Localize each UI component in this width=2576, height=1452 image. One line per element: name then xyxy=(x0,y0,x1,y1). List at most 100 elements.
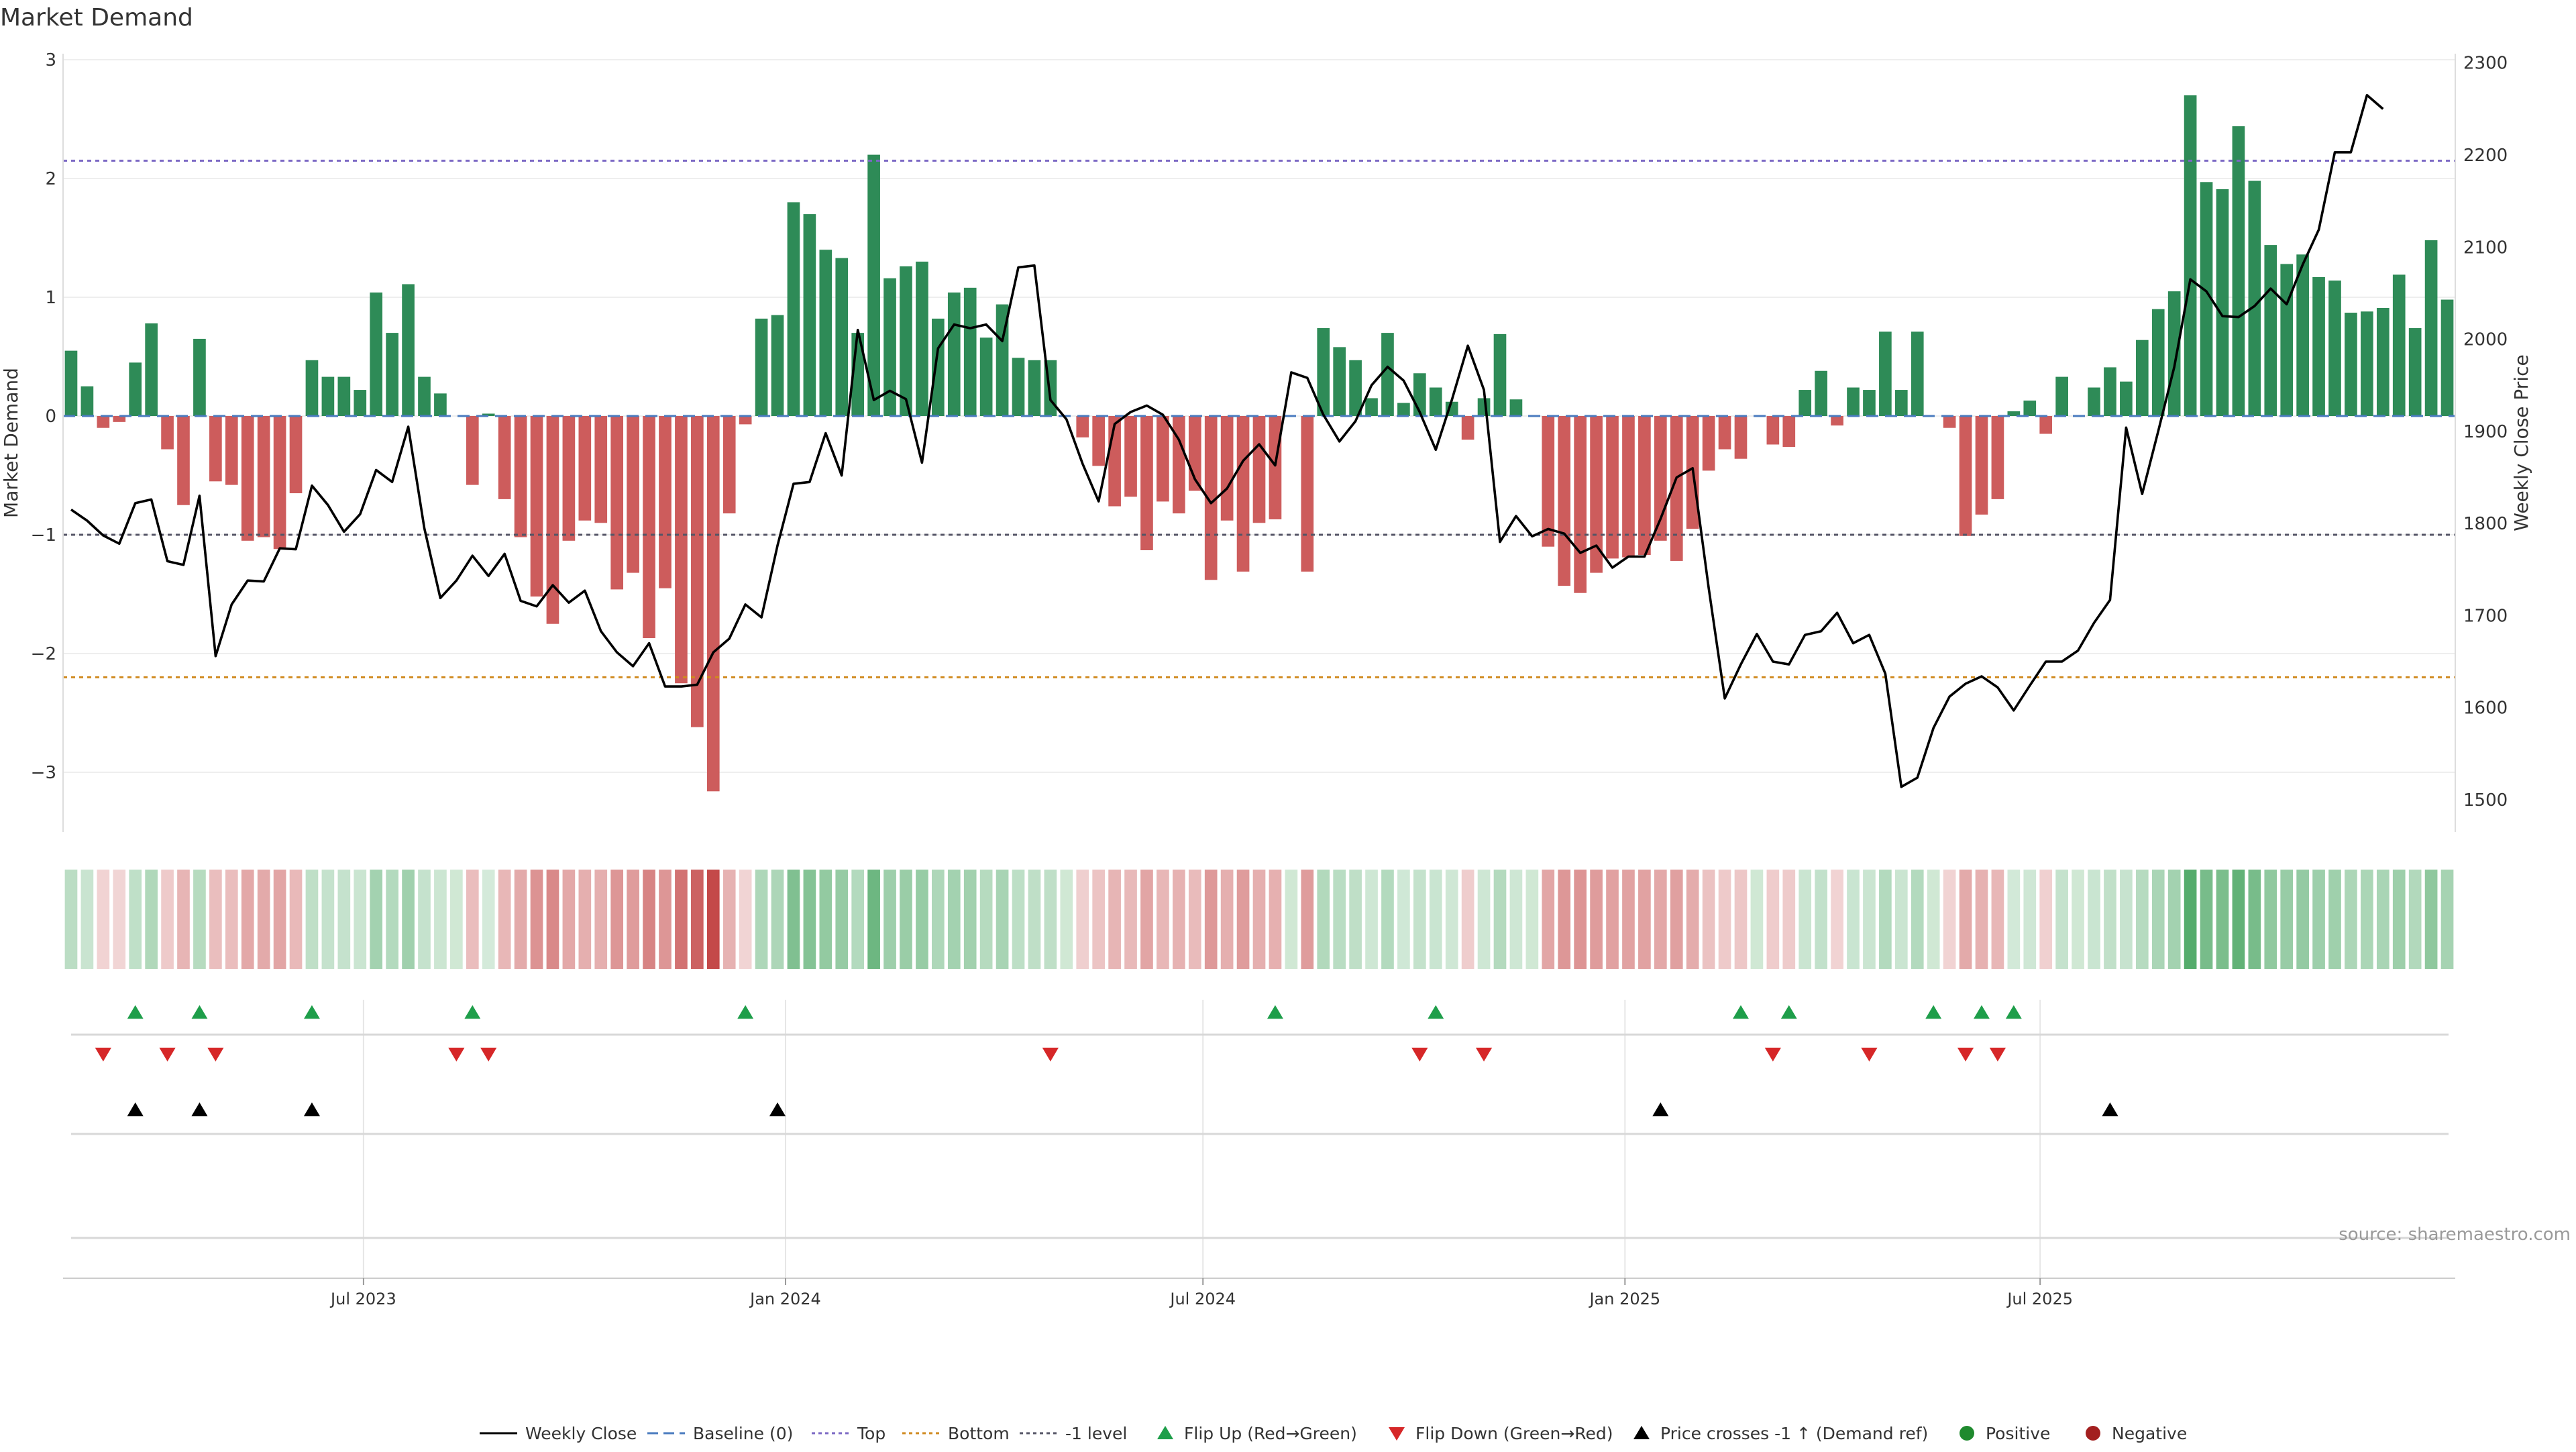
price-cross-marker xyxy=(2102,1102,2118,1117)
heat-cell xyxy=(1509,870,1523,969)
heat-cell xyxy=(851,870,865,969)
positive-bar xyxy=(1333,347,1346,416)
positive-bar xyxy=(2120,381,2133,416)
flip-down-marker xyxy=(1042,1047,1059,1061)
legend-label: Negative xyxy=(2112,1424,2187,1443)
negative-bar xyxy=(1702,416,1715,471)
negative-bar xyxy=(1220,416,1234,521)
legend-swatch xyxy=(1960,1426,1974,1441)
heat-cell xyxy=(1301,870,1314,969)
heat-cell xyxy=(289,870,303,969)
positive-bar xyxy=(2345,313,2357,416)
price-cross-marker xyxy=(1652,1102,1669,1117)
heat-cell xyxy=(2120,870,2133,969)
negative-bar xyxy=(1959,416,1972,536)
positive-bar xyxy=(1799,390,1812,416)
heat-cell xyxy=(370,870,383,969)
heat-cell xyxy=(1638,870,1651,969)
legend-label: Flip Up (Red→Green) xyxy=(1184,1424,1357,1443)
heat-cell xyxy=(1445,870,1458,969)
negative-bar xyxy=(530,416,543,597)
flip-down-marker xyxy=(1989,1047,2006,1061)
positive-bar xyxy=(1397,403,1410,416)
negative-bar xyxy=(209,416,222,482)
positive-bar xyxy=(2392,274,2406,416)
flip-down-marker xyxy=(159,1047,176,1061)
heat-cell xyxy=(1815,870,1827,969)
heat-cell xyxy=(1894,870,1908,969)
heat-cell xyxy=(1477,870,1491,969)
heat-cell xyxy=(1012,870,1025,969)
flip-up-marker xyxy=(1780,1005,1797,1019)
negative-bar xyxy=(1252,416,1266,523)
heat-cell xyxy=(1204,870,1218,969)
y-tick-label-left: 3 xyxy=(45,50,56,70)
positive-bar xyxy=(2408,328,2422,416)
positive-bar xyxy=(2361,311,2373,416)
grid-layer xyxy=(63,59,2455,1278)
heat-cell xyxy=(2328,870,2341,969)
negative-bar xyxy=(1991,416,2004,499)
negative-bar xyxy=(1975,416,1988,515)
heat-cell xyxy=(2184,870,2197,969)
heat-cell xyxy=(2039,870,2053,969)
x-tick-label: Jan 2024 xyxy=(749,1290,821,1308)
negative-bar xyxy=(1269,416,1282,519)
negative-bar xyxy=(1173,416,1185,514)
heat-cell xyxy=(675,870,688,969)
positive-bar xyxy=(916,261,928,416)
heat-cell xyxy=(1670,870,1683,969)
y-tick-label-right: 2300 xyxy=(2463,54,2508,74)
heat-cell xyxy=(755,870,768,969)
flip-down-marker xyxy=(448,1047,465,1061)
heat-cell xyxy=(2312,870,2325,969)
heat-cell xyxy=(1863,870,1876,969)
heat-cell xyxy=(113,870,126,969)
negative-bar xyxy=(97,416,110,428)
heat-cell xyxy=(2151,870,2165,969)
heat-cell xyxy=(1879,870,1892,969)
flip-up-marker xyxy=(2005,1005,2022,1019)
heat-cell xyxy=(402,870,415,969)
positive-bar xyxy=(370,292,383,416)
positive-bar xyxy=(2104,367,2116,416)
negative-bar xyxy=(1670,416,1683,561)
heat-cell xyxy=(803,870,816,969)
heat-cell xyxy=(241,870,254,969)
heat-cell xyxy=(932,870,945,969)
legend-label: Price crosses -1 ↑ (Demand ref) xyxy=(1660,1424,1928,1443)
negative-bar xyxy=(1461,416,1474,440)
heat-cell xyxy=(1943,870,1956,969)
legend-label: Positive xyxy=(1986,1424,2050,1443)
y-tick-label-left: −3 xyxy=(31,763,56,783)
heat-cell xyxy=(1590,870,1603,969)
source-note: source: sharemaestro.com xyxy=(2339,1225,2571,1245)
close-price-line xyxy=(70,94,2384,788)
positive-bar xyxy=(2055,376,2068,416)
negative-bar xyxy=(241,416,254,541)
positive-bar xyxy=(1894,390,1908,416)
positive-bar xyxy=(305,360,319,416)
positive-bar xyxy=(1911,331,1924,416)
positive-bar xyxy=(979,338,993,416)
heat-cell xyxy=(2345,870,2357,969)
flip-up-marker xyxy=(1973,1005,1990,1019)
positive-bar xyxy=(932,318,945,416)
negative-bar xyxy=(691,416,704,727)
positive-bar xyxy=(755,318,768,416)
positive-bar xyxy=(819,250,833,416)
y-tick-label-right: 1800 xyxy=(2463,514,2508,534)
y-tick-label-left: 2 xyxy=(45,169,56,189)
heat-cell xyxy=(643,870,655,969)
negative-bar xyxy=(289,416,303,494)
heat-cell xyxy=(1991,870,2004,969)
heat-cell xyxy=(594,870,608,969)
heat-cell xyxy=(819,870,833,969)
y-tick-label-right: 1900 xyxy=(2463,422,2508,442)
positive-bar xyxy=(193,338,206,416)
heat-cell xyxy=(2424,870,2438,969)
negative-bar xyxy=(498,416,511,499)
heat-cell xyxy=(209,870,222,969)
heat-cell xyxy=(450,870,463,969)
heat-cell xyxy=(64,870,78,969)
